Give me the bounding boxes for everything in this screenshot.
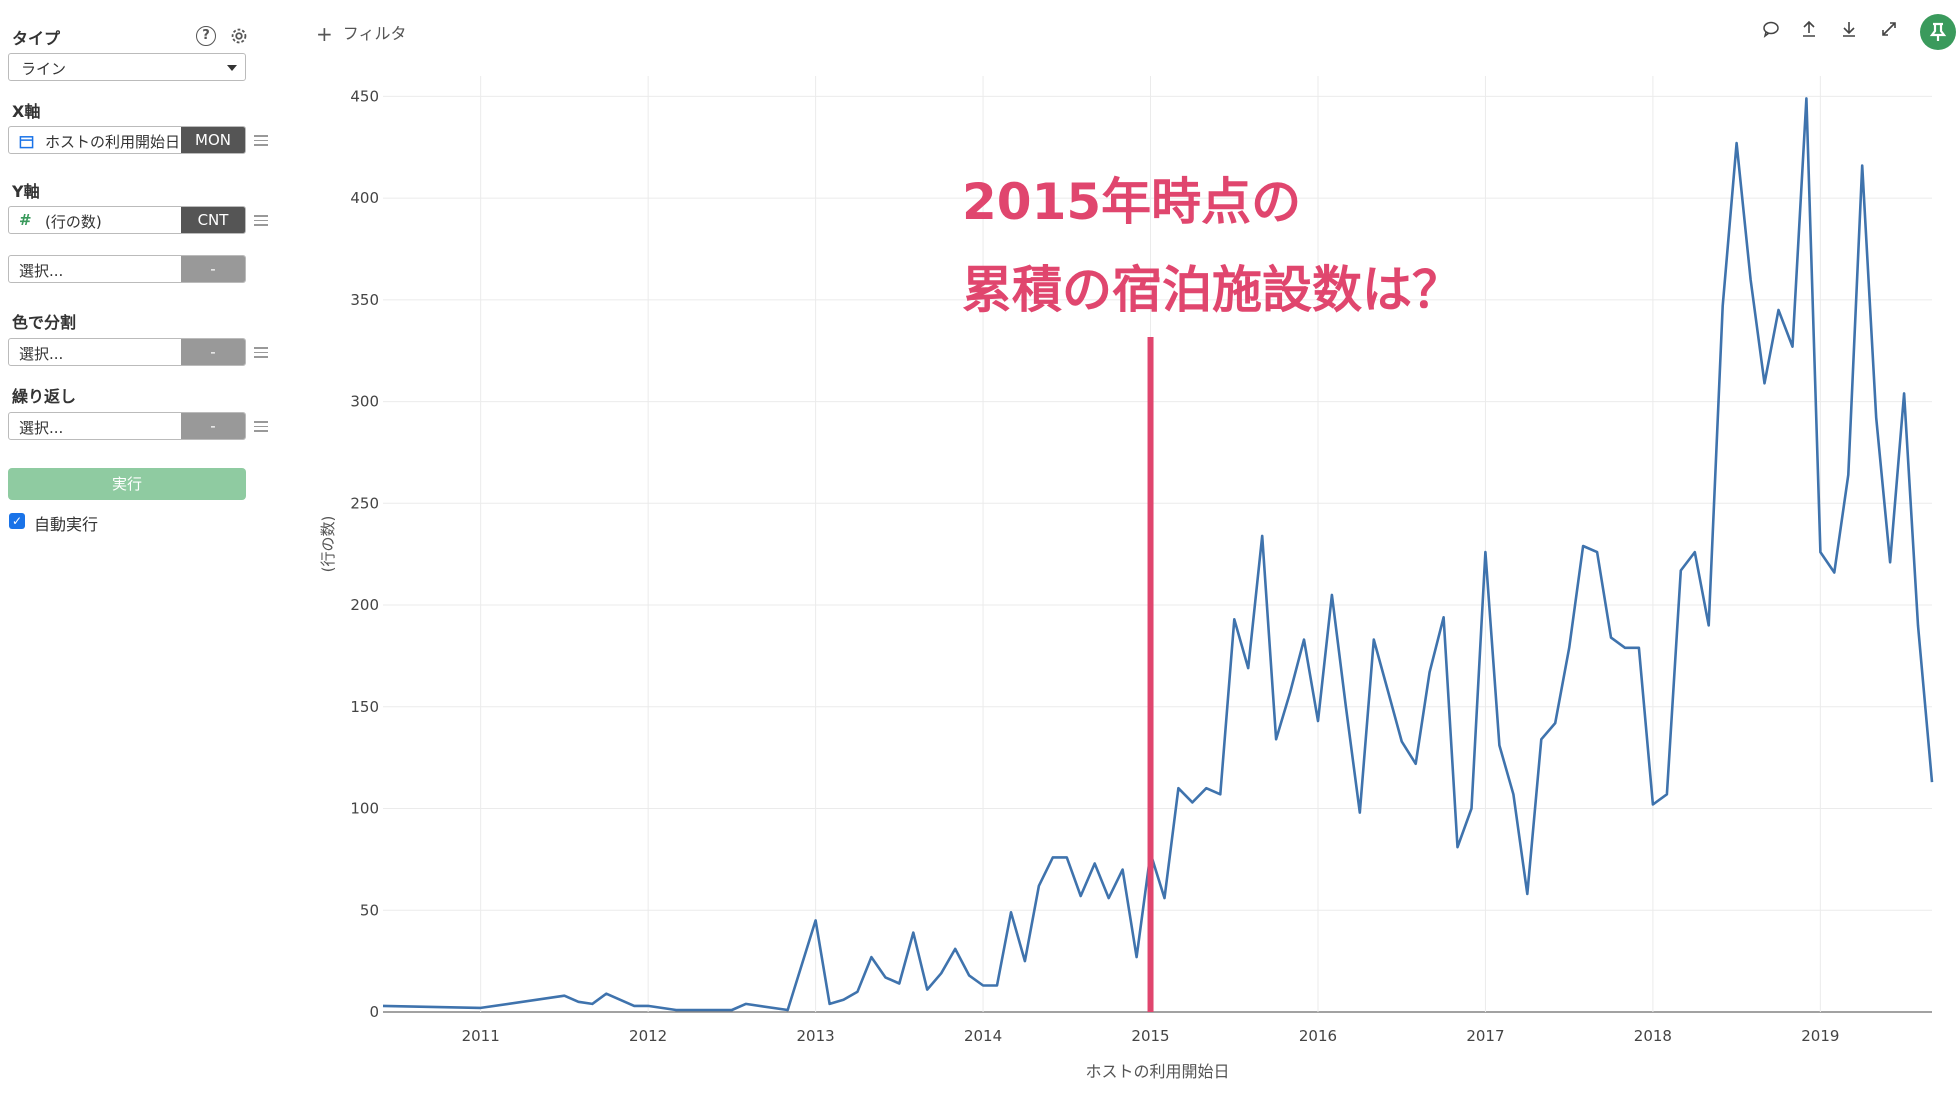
- x-tick-label: 2013: [797, 1027, 835, 1045]
- run-button[interactable]: 実行: [8, 468, 246, 500]
- expand-icon[interactable]: [1880, 20, 1898, 38]
- upload-icon[interactable]: [1800, 20, 1818, 38]
- help-icon[interactable]: ?: [196, 26, 216, 46]
- x-tick-label: 2017: [1466, 1027, 1504, 1045]
- add-filter-button[interactable]: + フィルタ: [316, 20, 406, 46]
- download-icon[interactable]: [1840, 20, 1858, 38]
- x-tick-label: 2014: [964, 1027, 1002, 1045]
- y-tick-label: 50: [360, 901, 379, 919]
- y-tick-label: 400: [350, 189, 379, 207]
- x-agg-button[interactable]: MON: [181, 127, 245, 153]
- type-label: タイプ: [12, 29, 61, 48]
- x-axis-menu-icon[interactable]: [254, 135, 268, 147]
- color-split-select[interactable]: 選択... -: [8, 338, 246, 366]
- series-line: [382, 97, 1934, 1012]
- x-tick-label: 2019: [1801, 1027, 1839, 1045]
- y-second-select[interactable]: 選択... -: [8, 255, 246, 283]
- y-tick-label: 150: [350, 698, 379, 716]
- x-axis-field[interactable]: ホストの利用開始日 MON: [8, 126, 246, 154]
- y-tick-label: 200: [350, 596, 379, 614]
- y-tick-label: 300: [350, 393, 379, 411]
- repeat-agg[interactable]: -: [181, 413, 245, 439]
- type-select-value: ライン: [21, 60, 67, 78]
- y-tick-label: 250: [350, 494, 379, 512]
- chevron-down-icon: [227, 65, 237, 71]
- x-tick-label: 2015: [1131, 1027, 1169, 1045]
- y-tick-label: 450: [350, 87, 379, 105]
- sidebar: タイプ ? ライン X軸 ホストの利用開始日 MON Y軸 # (行の数) CN…: [0, 0, 268, 1094]
- gear-icon[interactable]: [228, 25, 250, 47]
- y-axis-field[interactable]: # (行の数) CNT: [8, 206, 246, 234]
- x-tick-label: 2012: [629, 1027, 667, 1045]
- color-split-placeholder: 選択...: [19, 345, 64, 363]
- repeat-menu-icon[interactable]: [254, 421, 268, 433]
- x-axis-label: X軸: [12, 102, 41, 121]
- x-tick-label: 2016: [1299, 1027, 1337, 1045]
- y-axis-label: Y軸: [12, 182, 40, 201]
- x-tick-label: 2011: [462, 1027, 500, 1045]
- auto-run-checkbox[interactable]: ✓: [9, 513, 25, 529]
- y-second-agg[interactable]: -: [181, 256, 245, 282]
- y-tick-label: 350: [350, 291, 379, 309]
- y-axis-menu-icon[interactable]: [254, 215, 268, 227]
- color-split-agg[interactable]: -: [181, 339, 245, 365]
- y-second-placeholder: 選択...: [19, 262, 64, 280]
- repeat-label: 繰り返し: [12, 387, 77, 406]
- comment-icon[interactable]: [1762, 20, 1780, 38]
- pin-button[interactable]: [1920, 14, 1956, 50]
- annotation-line-1: 2015年時点の: [962, 173, 1302, 231]
- x-axis-field-label: ホストの利用開始日: [45, 133, 180, 151]
- auto-run-label: 自動実行: [34, 515, 99, 534]
- y-axis-title: (行の数): [319, 516, 337, 573]
- y-tick-label: 0: [369, 1003, 379, 1021]
- number-icon: #: [19, 211, 32, 229]
- type-select[interactable]: ライン: [8, 53, 246, 81]
- color-split-menu-icon[interactable]: [254, 347, 268, 359]
- y-axis-field-label: (行の数): [45, 213, 102, 231]
- pin-icon: [1929, 22, 1947, 41]
- plus-icon: +: [316, 22, 333, 46]
- y-agg-button[interactable]: CNT: [181, 207, 245, 233]
- x-axis-title: ホストの利用開始日: [1085, 1062, 1229, 1081]
- color-split-label: 色で分割: [12, 313, 77, 332]
- y-tick-label: 100: [350, 800, 379, 818]
- calendar-icon: [19, 136, 34, 149]
- repeat-placeholder: 選択...: [19, 419, 64, 437]
- x-tick-label: 2018: [1634, 1027, 1672, 1045]
- filter-label: フィルタ: [342, 24, 407, 43]
- annotation-line-2: 累積の宿泊施設数は？: [962, 261, 1462, 319]
- repeat-select[interactable]: 選択... -: [8, 412, 246, 440]
